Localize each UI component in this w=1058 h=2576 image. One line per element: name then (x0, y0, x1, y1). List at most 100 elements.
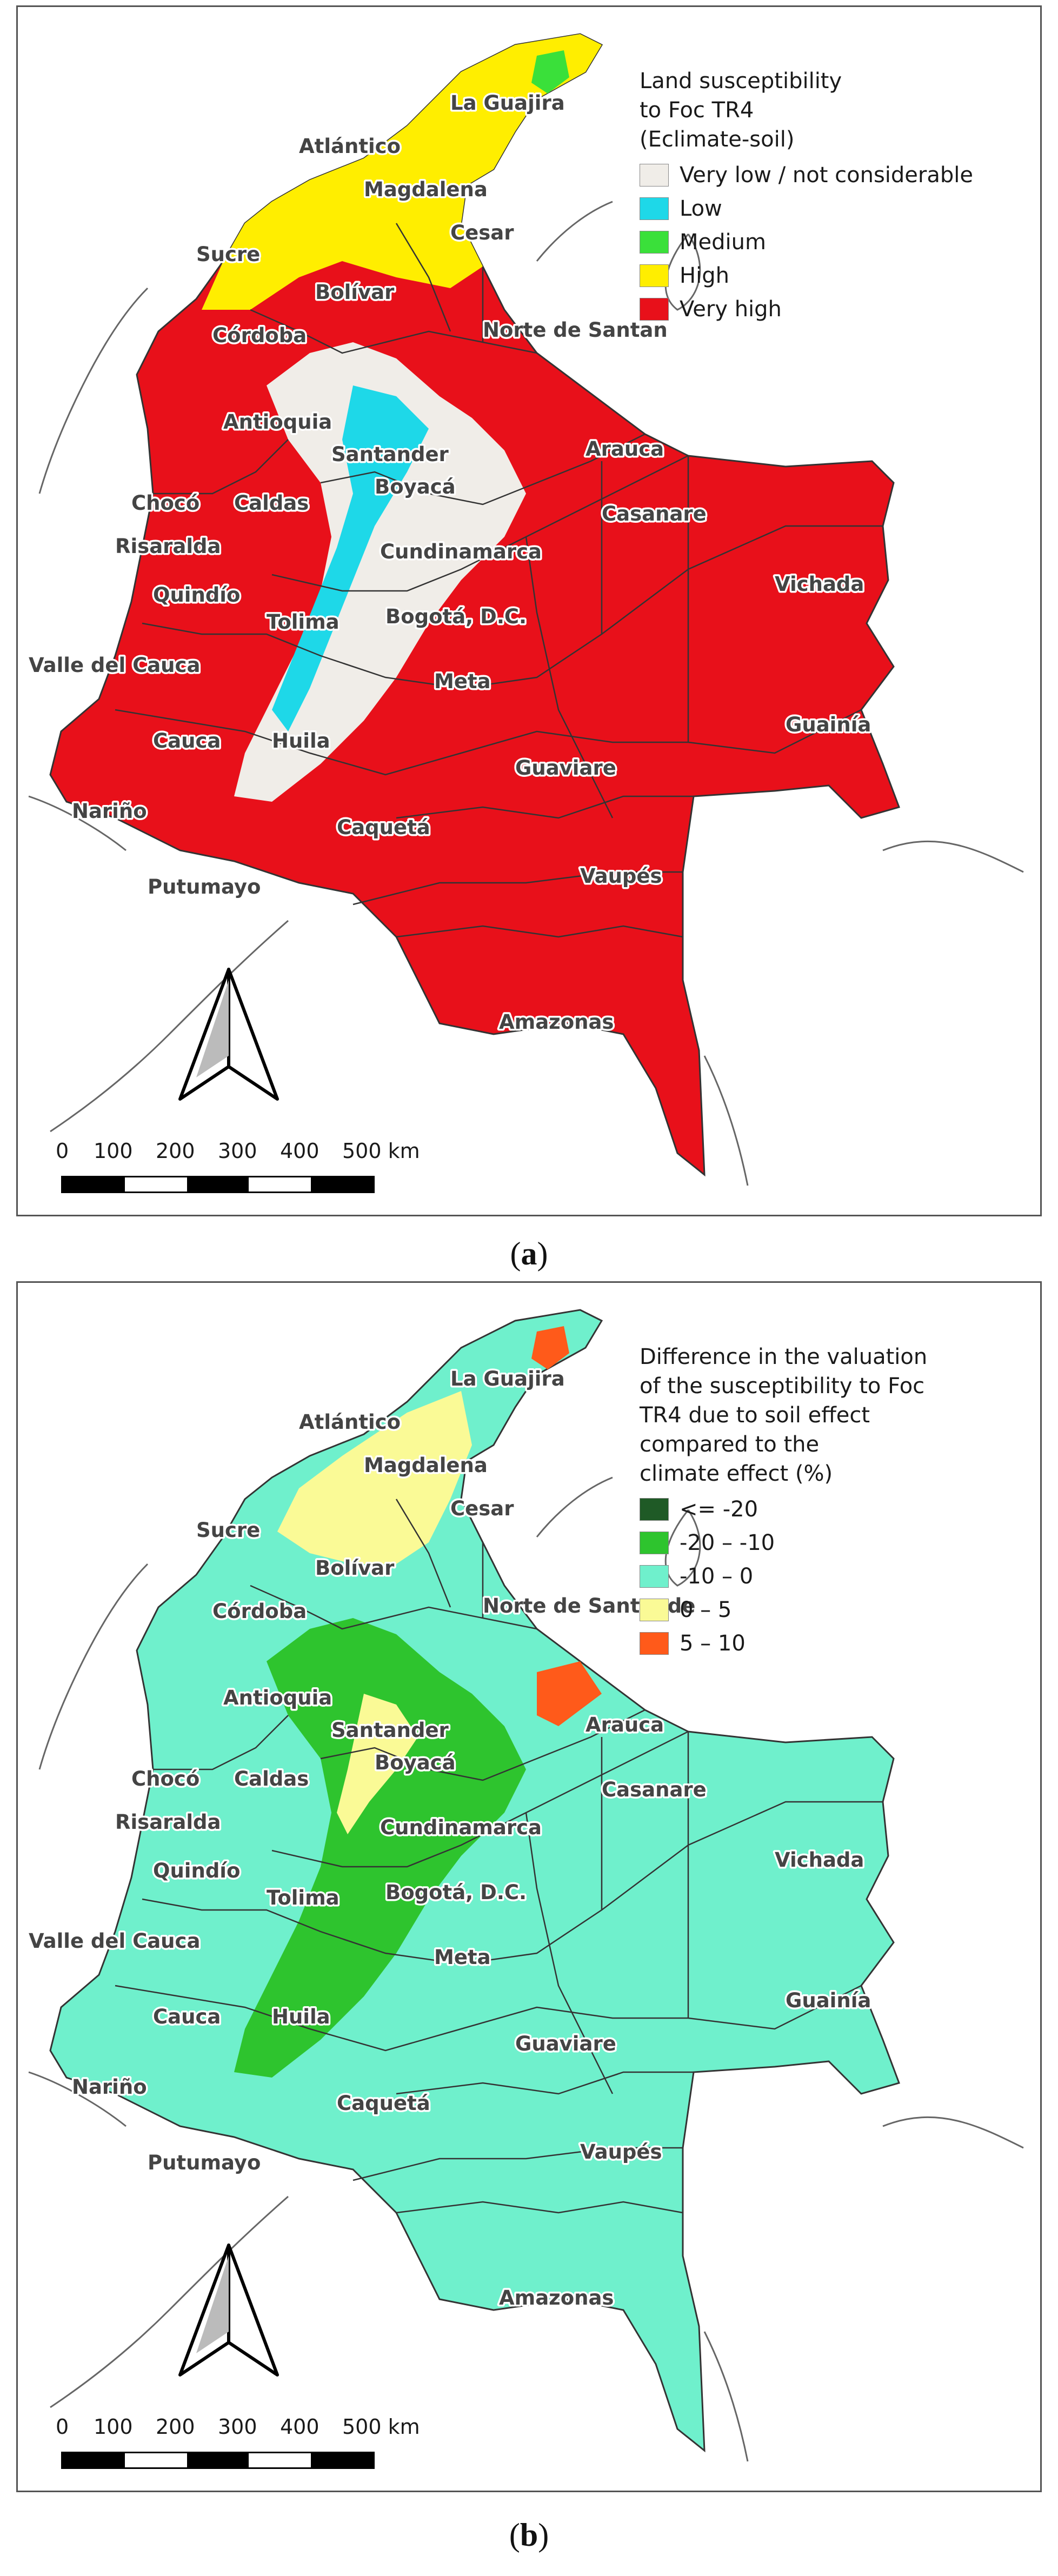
region-label-bolivar: Bolívar (315, 281, 395, 304)
region-label-atlantico: Atlántico (299, 135, 401, 158)
region-label-boyaca: Boyacá (375, 1751, 456, 1774)
scale-label: 500 km (342, 1139, 420, 1163)
region-label-casanare: Casanare (602, 1778, 707, 1801)
map-panel-a: La Guajira Atlántico Magdalena Cesar Suc… (16, 5, 1042, 1216)
region-label-antioquia: Antioquia (223, 1686, 332, 1709)
scale-bar-segments (61, 2452, 375, 2469)
legend-label: 0 – 5 (680, 1597, 732, 1622)
legend-label: -10 – 0 (680, 1564, 754, 1589)
legend-swatch (640, 197, 669, 220)
region-label-cauca: Cauca (153, 729, 221, 753)
legend-label: Low (680, 196, 722, 221)
scale-label: 200 (156, 2415, 195, 2439)
region-label-santander: Santander (331, 443, 449, 466)
department-borders (115, 1499, 883, 2214)
scale-label: 400 (280, 2415, 320, 2439)
region-label-santander: Santander (331, 1719, 449, 1742)
legend-swatch (640, 298, 669, 321)
region-label-vaupes: Vaupés (580, 864, 662, 888)
andean-highlands (234, 1618, 526, 2078)
region-label-la-guajira: La Guajira (450, 1367, 565, 1390)
northern-lowlands (202, 34, 602, 310)
region-label-caldas: Caldas (234, 1767, 309, 1790)
region-label-choco: Chocó (131, 1767, 199, 1790)
region-label-tolima: Tolima (267, 1886, 340, 1909)
region-label-antioquia: Antioquia (223, 410, 332, 434)
region-label-meta: Meta (434, 1946, 491, 1969)
region-label-risaralda: Risaralda (115, 1810, 221, 1834)
region-label-sucre: Sucre (196, 243, 260, 266)
legend-swatch (640, 1565, 669, 1588)
region-label-arauca: Arauca (585, 1713, 664, 1736)
scale-bar: 0 100 200 300 400 500 km (50, 2415, 420, 2480)
region-label-cordoba: Córdoba (212, 324, 307, 347)
region-label-bogota: Bogotá, D.C. (385, 1881, 527, 1904)
region-label-arauca: Arauca (585, 437, 664, 461)
region-label-vaupes: Vaupés (580, 2140, 662, 2164)
legend-swatch (640, 164, 669, 187)
scale-bar: 0 100 200 300 400 500 km (50, 1139, 420, 1204)
region-label-norte-de-santander: Norte de Santan (483, 318, 668, 342)
map-panel-b: La Guajira Atlántico Magdalena Cesar Suc… (16, 1281, 1042, 2492)
legend-label: 5 – 10 (680, 1631, 746, 1656)
region-label-narino: Nariño (72, 800, 147, 823)
legend-label: Very high (680, 297, 782, 322)
highlight-patch-north (531, 1326, 569, 1369)
region-label-huila: Huila (272, 2005, 330, 2028)
legend-label: Very low / not considerable (680, 163, 973, 188)
region-labels: La Guajira Atlántico Magdalena Cesar Suc… (27, 1366, 873, 2312)
region-label-guainia: Guainía (786, 1989, 871, 2012)
legend-swatch (640, 231, 669, 254)
north-arrow-icon (178, 2244, 279, 2377)
legend-label: -20 – -10 (680, 1530, 775, 1555)
scale-label: 100 (94, 2415, 133, 2439)
region-label-cesar: Cesar (450, 221, 514, 244)
region-label-magdalena: Magdalena (364, 1454, 488, 1477)
map-legend: Difference in the valuation of the susce… (640, 1342, 1034, 1660)
andean-ridges (272, 385, 429, 731)
legend-item: 5 – 10 (640, 1627, 1034, 1660)
legend-item: Medium (640, 225, 1034, 259)
region-label-valle-del-cauca: Valle del Cauca (29, 654, 200, 677)
region-label-meta: Meta (434, 670, 491, 693)
region-label-caldas: Caldas (234, 491, 309, 515)
scale-labels: 0 100 200 300 400 500 km (50, 2415, 420, 2447)
region-label-narino: Nariño (72, 2075, 147, 2099)
region-label-la-guajira: La Guajira (450, 91, 565, 115)
legend-item: <= -20 (640, 1493, 1034, 1526)
legend-item: High (640, 259, 1034, 292)
region-label-guainia: Guainía (786, 713, 871, 736)
region-label-vichada: Vichada (775, 573, 864, 596)
scale-label: 500 km (342, 2415, 420, 2439)
country-landmass (49, 1309, 900, 2453)
region-label-caqueta: Caquetá (337, 2092, 430, 2115)
region-labels: La Guajira Atlántico Magdalena Cesar Suc… (27, 90, 873, 1036)
country-landmass (49, 33, 900, 1177)
legend-label: High (680, 263, 729, 288)
region-label-cordoba: Córdoba (212, 1600, 307, 1623)
legend-item: 0 – 5 (640, 1593, 1034, 1627)
scale-label: 200 (156, 1139, 195, 1163)
neighbor-borders (28, 201, 1024, 1186)
legend-item: Very low / not considerable (640, 158, 1034, 192)
scale-label: 0 (56, 2415, 69, 2439)
neighbor-borders (28, 1476, 1024, 2462)
region-label-cauca: Cauca (153, 2005, 221, 2028)
legend-swatch (640, 1599, 669, 1621)
region-label-magdalena: Magdalena (364, 178, 488, 201)
legend-item: Very high (640, 292, 1034, 326)
legend-swatch (640, 1632, 669, 1655)
region-label-bogota: Bogotá, D.C. (385, 605, 527, 628)
map-canvas: La Guajira Atlántico Magdalena Cesar Suc… (27, 1309, 1024, 2462)
legend-item: Low (640, 192, 1034, 225)
scale-label: 300 (218, 2415, 257, 2439)
map-canvas: La Guajira Atlántico Magdalena Cesar Suc… (27, 33, 1024, 1186)
legend-title: Difference in the valuation of the susce… (640, 1344, 928, 1486)
legend-swatch (640, 1498, 669, 1521)
andean-ridges (337, 1694, 418, 1834)
region-label-atlantico: Atlántico (299, 1410, 401, 1434)
scale-labels: 0 100 200 300 400 500 km (50, 1139, 420, 1171)
region-label-cundinamarca: Cundinamarca (380, 540, 542, 563)
legend-item: -20 – -10 (640, 1526, 1034, 1560)
region-label-cesar: Cesar (450, 1497, 514, 1520)
